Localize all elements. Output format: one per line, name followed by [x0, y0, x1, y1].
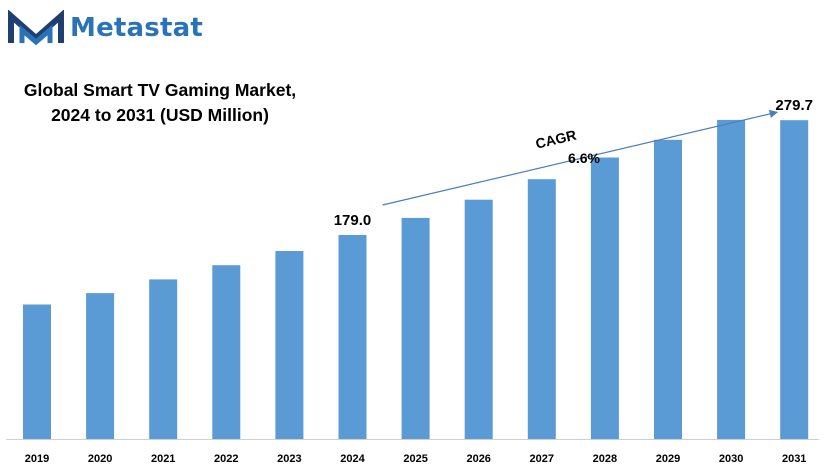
- bar-2025: [401, 217, 430, 439]
- bar-2026: [464, 199, 493, 439]
- bar-2021: [149, 279, 178, 439]
- x-tick-label-2019: 2019: [25, 453, 49, 465]
- chart-title-line-2: 2024 to 2031 (USD Million): [51, 105, 269, 125]
- bars-layer: [23, 119, 809, 440]
- bar-2030: [717, 119, 746, 440]
- data-labels-layer: 179.0 279.7: [334, 97, 813, 229]
- bar-2028: [590, 157, 619, 439]
- x-tick-label-2025: 2025: [403, 453, 427, 465]
- x-tick-label-2026: 2026: [466, 453, 490, 465]
- x-tick-label-2024: 2024: [340, 453, 365, 465]
- bar-2031: [780, 120, 809, 439]
- brand-logo: Metastat: [8, 9, 203, 47]
- cagr-arrow: [382, 109, 779, 206]
- x-tick-label-2022: 2022: [214, 453, 238, 465]
- x-tick-label-2020: 2020: [88, 453, 112, 465]
- x-tick-label-2027: 2027: [530, 453, 554, 465]
- bar-2027: [527, 179, 556, 439]
- data-label-2031: 279.7: [775, 97, 813, 114]
- brand-name: Metastat: [70, 13, 203, 43]
- x-tick-label-2029: 2029: [656, 453, 680, 465]
- x-tick-label-2021: 2021: [151, 453, 175, 465]
- bar-2023: [275, 251, 304, 439]
- bar-2020: [86, 293, 115, 439]
- chart-title: Global Smart TV Gaming Market, 2024 to 2…: [10, 78, 310, 128]
- x-tick-label-2028: 2028: [593, 453, 617, 465]
- bar-2029: [654, 139, 682, 440]
- x-tick-label-2031: 2031: [782, 453, 806, 465]
- metastat-m-logo-icon: [8, 10, 64, 46]
- cagr-label: CAGR: [534, 127, 578, 152]
- x-tick-label-2023: 2023: [277, 453, 301, 465]
- x-axis-ticks: 2019 2020 2021 2022 2023 2024 2025 2026 2027 2028…: [25, 453, 807, 465]
- chart-title-line-1: Global Smart TV Gaming Market,: [23, 80, 297, 100]
- cagr-value: 6.6%: [568, 150, 600, 166]
- x-tick-label-2030: 2030: [719, 453, 743, 465]
- bar-2024: [338, 235, 367, 439]
- data-label-2024: 179.0: [334, 212, 372, 229]
- bar-2019: [23, 304, 51, 439]
- bar-2022: [212, 265, 241, 439]
